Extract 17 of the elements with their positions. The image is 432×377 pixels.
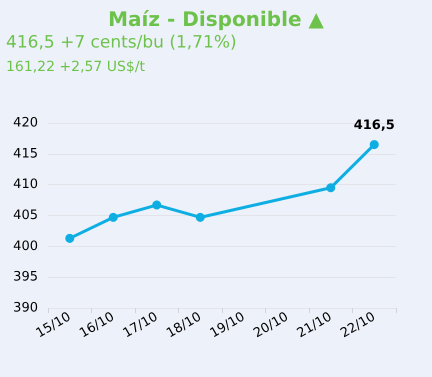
text: 161,22 +2,57 US$/t [6, 59, 146, 75]
y-tick-label: 395 [13, 270, 38, 285]
chart-subtitle: 416,5 +7 cents/bu (1,71%) [6, 32, 237, 52]
point [152, 200, 162, 210]
y-tick-label: 405 [13, 208, 38, 223]
y-tick-label: 390 [13, 300, 38, 316]
y-tick-label: 410 [13, 177, 38, 192]
y-tick-label: 400 [13, 238, 38, 254]
y-tick-label: 420 [13, 116, 38, 130]
y-tick-label: 415 [13, 146, 38, 162]
point [326, 183, 336, 192]
point [65, 234, 74, 243]
point [370, 140, 379, 150]
data-label: 416,5 [354, 118, 395, 134]
chart-title: Maíz - Disponible ▲ [108, 7, 324, 31]
point [108, 212, 118, 222]
point [196, 212, 205, 222]
